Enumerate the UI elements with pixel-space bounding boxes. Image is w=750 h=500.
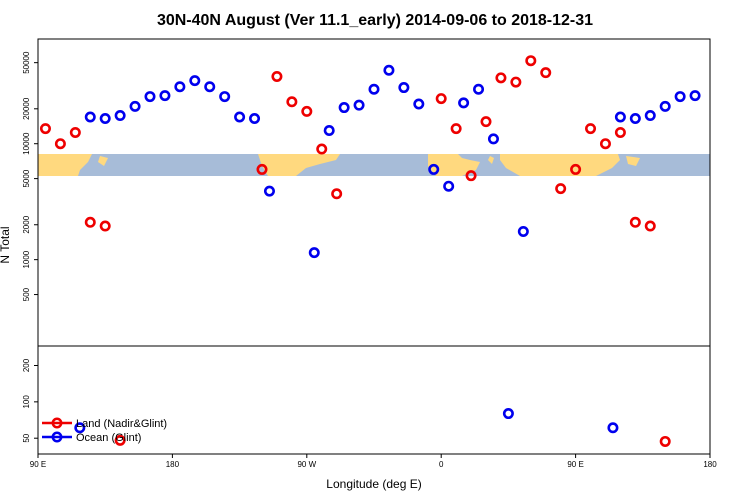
ocean-point	[473, 83, 485, 95]
ocean-point	[84, 111, 96, 123]
ocean-point	[644, 110, 656, 122]
y-axis-lower: 50 100 200	[22, 358, 38, 443]
ocean-point	[159, 90, 171, 102]
ocean-point	[614, 111, 626, 123]
ocean-point	[502, 408, 514, 420]
land-point	[480, 116, 492, 128]
ocean-point	[323, 124, 335, 136]
ocean-point	[74, 422, 86, 434]
legend-label-land: Land (Nadir&Glint)	[76, 418, 167, 430]
land-point	[644, 220, 656, 232]
ocean-point	[219, 91, 231, 103]
ocean-point	[338, 102, 350, 114]
ocean-point	[629, 112, 641, 124]
land-point	[331, 188, 343, 200]
land-point	[99, 220, 111, 232]
y-upper-tick-label: 50000	[22, 51, 31, 74]
y-axis-label: N Total	[0, 226, 12, 263]
x-tick-label: 180	[166, 460, 180, 469]
y-upper-tick-label: 10000	[22, 132, 31, 155]
world-map-band	[38, 154, 710, 176]
ocean-point	[413, 98, 425, 110]
ocean-point	[659, 100, 671, 112]
land-point	[316, 143, 328, 155]
land-point	[84, 216, 96, 228]
ocean-point	[99, 112, 111, 124]
y-upper-tick-label: 20000	[22, 97, 31, 120]
land-point	[495, 72, 507, 84]
ocean-point	[263, 185, 275, 197]
land-point	[256, 163, 268, 175]
x-tick-label: 180	[703, 460, 717, 469]
land-point	[69, 126, 81, 138]
legend-marker-ocean	[51, 431, 63, 443]
land-point	[301, 105, 313, 117]
y-upper-tick-label: 2000	[22, 215, 31, 233]
chart-title: 30N-40N August (Ver 11.1_early) 2014-09-…	[157, 12, 593, 29]
y-lower-tick-label: 50	[22, 433, 31, 442]
land-point	[435, 93, 447, 105]
ocean-point	[689, 90, 701, 102]
ocean-point	[308, 247, 320, 259]
legend-item-ocean: Ocean (Glint)	[42, 431, 141, 444]
ocean-point	[674, 91, 686, 103]
ocean-point	[353, 99, 365, 111]
land-point	[659, 435, 671, 447]
legend-marker-land	[51, 417, 63, 429]
land-point	[614, 126, 626, 138]
land-point	[629, 216, 641, 228]
x-tick-label: 90 E	[30, 460, 46, 469]
land-point	[510, 76, 522, 88]
ocean-point	[428, 163, 440, 175]
ocean-point	[114, 110, 126, 122]
land-point	[540, 67, 552, 79]
legend-label-ocean: Ocean (Glint)	[76, 432, 141, 444]
y-lower-tick-label: 100	[22, 395, 31, 409]
ocean-point	[487, 133, 499, 145]
y-upper-tick-label: 5000	[22, 169, 31, 187]
ocean-point	[249, 112, 261, 124]
ocean-point	[383, 64, 395, 76]
lower-panel-frame	[37, 345, 711, 455]
ocean-point	[234, 111, 246, 123]
lower-panel-points	[74, 408, 671, 447]
ocean-point	[189, 75, 201, 87]
ocean-point	[443, 180, 455, 192]
upper-panel-points	[39, 55, 701, 259]
x-tick-label: 90 W	[297, 460, 316, 469]
ocean-point	[204, 81, 216, 93]
land-point	[570, 163, 582, 175]
y-upper-tick-label: 500	[22, 287, 31, 301]
y-axis-upper: 500 1000 2000 5000 10000 20000 50000	[22, 51, 38, 301]
legend-item-land: Land (Nadir&Glint)	[42, 417, 167, 430]
ocean-point	[144, 91, 156, 103]
land-point	[585, 123, 597, 135]
ocean-point	[517, 225, 529, 237]
y-lower-tick-label: 200	[22, 358, 31, 372]
ocean-point	[398, 82, 410, 94]
land-point	[114, 434, 126, 446]
land-point	[286, 96, 298, 108]
x-axis: 90 E 180 90 W 0 90 E 180	[30, 454, 717, 469]
ocean-point	[174, 81, 186, 93]
land-point	[555, 183, 567, 195]
land-point	[271, 70, 283, 82]
legend: Land (Nadir&Glint) Ocean (Glint)	[42, 417, 167, 444]
ocean-point	[607, 422, 619, 434]
x-tick-label: 90 E	[567, 460, 583, 469]
land-point	[599, 138, 611, 150]
land-point	[54, 138, 66, 150]
x-axis-label: Longitude (deg E)	[326, 477, 421, 491]
ocean-point	[368, 83, 380, 95]
land-point	[465, 170, 477, 182]
map-land	[38, 154, 640, 176]
ocean-point	[129, 100, 141, 112]
land-point	[450, 123, 462, 135]
land-point	[39, 123, 51, 135]
land-point	[525, 55, 537, 67]
x-tick-label: 0	[439, 460, 444, 469]
ocean-point	[458, 97, 470, 109]
y-upper-tick-label: 1000	[22, 250, 31, 268]
